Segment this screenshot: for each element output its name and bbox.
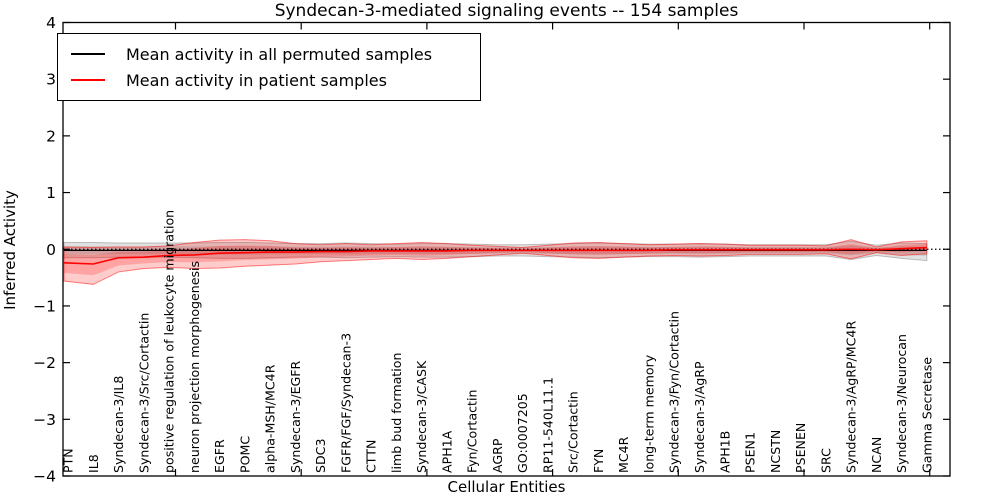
series-lines [63,246,927,265]
x-category-label: APH1A [439,430,454,473]
patient-mean-line [63,246,927,265]
x-category-label: Syndecan-3/Neurocan [894,334,909,473]
legend: Mean activity in all permuted samples Me… [57,33,481,101]
x-category-label: NCAN [869,437,884,473]
y-tick-label: 4 [46,14,56,32]
legend-label-permuted: Mean activity in all permuted samples [126,44,433,64]
x-category-label: FYN [591,449,606,473]
x-category-label: PTN [61,448,76,473]
x-category-label: CTTN [364,440,379,473]
x-category-label: MC4R [616,436,631,473]
x-category-label: RP11-540L11.1 [540,377,555,473]
tick-marks [63,21,950,477]
x-category-label: positive regulation of leukocyte migrati… [162,210,177,473]
x-category-label: SDC3 [313,439,328,474]
legend-line-patient-icon [71,79,105,81]
y-tick-label: 3 [46,71,56,89]
y-tick-labels: −4 −3 −2 −1 0 1 2 3 4 [33,14,56,486]
x-category-labels: PTN IL8 Syndecan-3/IL8 Syndecan-3/Src/Corta… [61,210,935,473]
x-category-label: alpha-MSH/MC4R [263,364,278,473]
y-tick-label: 1 [46,184,56,202]
x-category-label: POMC [237,436,252,473]
x-category-label: Syndecan-3/IL8 [111,376,126,473]
x-category-label: IL8 [86,454,101,473]
x-category-label: Fyn/Cortactin [465,390,480,473]
x-category-label: Syndecan-3/AgRP/MC4R [844,321,859,473]
x-category-label: APH1B [717,431,732,473]
x-category-label: limb bud formation [389,353,404,473]
x-category-label: long-term memory [641,354,656,473]
x-category-label: AGRP [490,438,505,473]
y-tick-label: −2 [33,354,56,372]
y-tick-label: −1 [33,297,56,315]
legend-entry-permuted: Mean activity in all permuted samples [71,41,480,67]
chart-title: Syndecan-3-mediated signaling events -- … [274,1,739,21]
x-category-label: PSENEN [793,423,808,473]
x-category-label: Syndecan-3/CASK [414,360,429,473]
x-category-label: Syndecan-3/AgRP [692,361,707,473]
x-category-label: Src/Cortactin [566,391,581,473]
legend-line-permuted-icon [71,53,105,55]
x-category-label: Syndecan-3/Src/Cortactin [136,313,151,473]
x-category-label: Syndecan-3/Fyn/Cortactin [667,311,682,473]
legend-entry-patient: Mean activity in patient samples [71,67,480,93]
y-tick-label: 0 [46,241,56,259]
x-category-label: Gamma Secretase [919,357,934,473]
y-tick-label: 2 [46,127,56,145]
x-category-label: Syndecan-3/EGFR [288,360,303,473]
y-tick-label: −4 [33,468,56,486]
y-tick-label: −3 [33,411,56,429]
x-category-label: SRC [818,448,833,473]
x-category-label: GO:0007205 [515,393,530,473]
x-category-label: PSEN1 [743,432,758,473]
x-category-label: EGFR [212,439,227,473]
legend-label-patient: Mean activity in patient samples [126,70,387,90]
x-category-label: NCSTN [768,430,783,473]
x-category-label: FGFR/FGF/Syndecan-3 [338,333,353,473]
x-axis-label: Cellular Entities [447,478,566,496]
x-category-label: neuron projection morphogenesis [187,261,202,473]
